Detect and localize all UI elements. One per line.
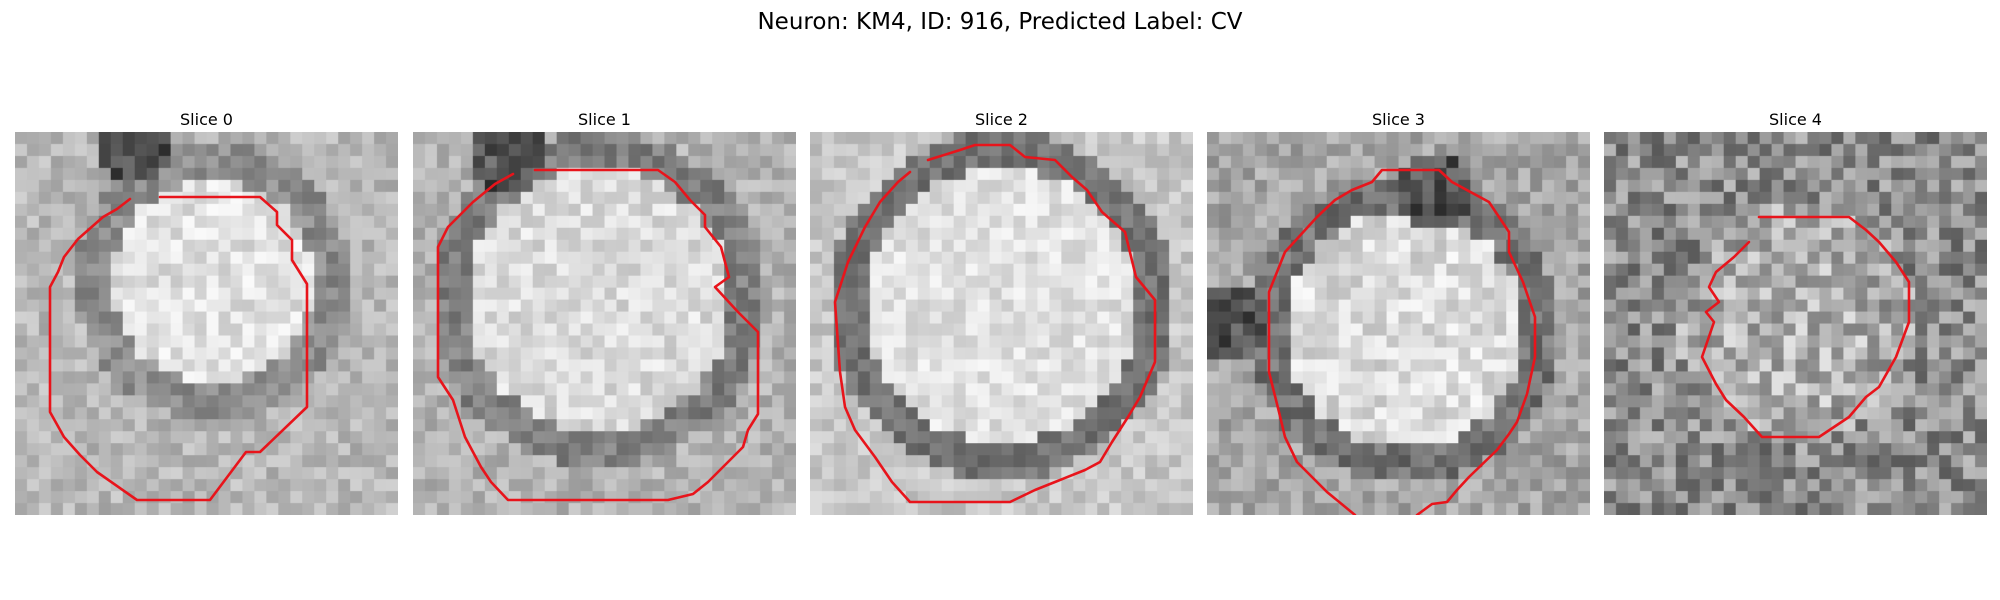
cell-contour: [48, 195, 309, 502]
contour-outline: [1700, 215, 1911, 439]
slice-title: Slice 3: [1372, 110, 1425, 129]
contour-outline: [833, 143, 1157, 504]
slice-title: Slice 1: [578, 110, 631, 129]
slice-title: Slice 2: [975, 110, 1028, 129]
cell-contour: [1267, 168, 1537, 515]
figure-title: Neuron: KM4, ID: 916, Predicted Label: C…: [757, 9, 1243, 35]
slice-panel-1: Slice 1: [413, 108, 796, 515]
cell-contour: [833, 143, 1157, 504]
slice-panel-4: Slice 4: [1604, 108, 1987, 515]
slice-image: [810, 132, 1193, 515]
slice-panel-0: Slice 0: [15, 108, 398, 515]
slice-image: [413, 132, 796, 515]
cell-contour: [436, 168, 760, 502]
slice-image: [1207, 132, 1590, 515]
contour-outline: [436, 168, 760, 502]
slice-panel-3: Slice 3: [1207, 108, 1590, 515]
cell-contour: [1700, 215, 1911, 439]
slice-image: [1604, 132, 1987, 515]
contour-outline: [48, 195, 309, 502]
contour-outline: [1267, 168, 1537, 515]
slice-title: Slice 4: [1769, 110, 1822, 129]
slice-panel-2: Slice 2: [810, 108, 1193, 515]
slice-title: Slice 0: [180, 110, 233, 129]
